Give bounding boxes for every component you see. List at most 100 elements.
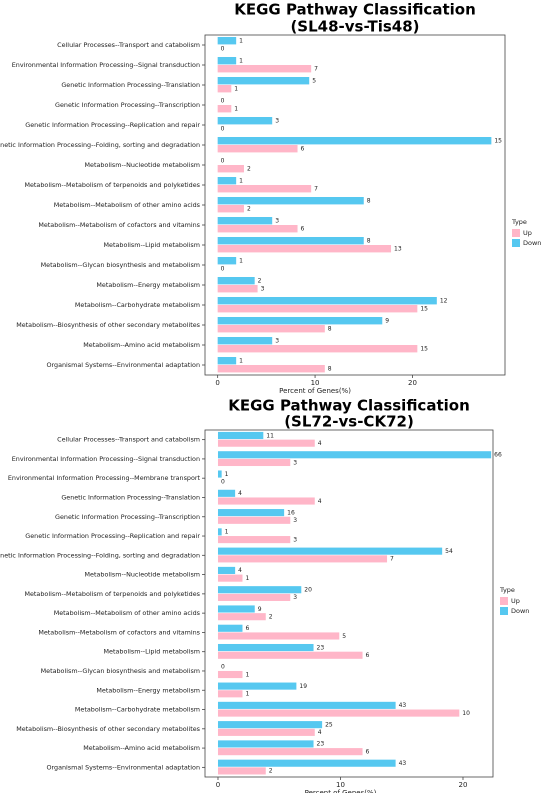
bar-count-label: 1 xyxy=(234,86,238,93)
bar xyxy=(217,759,396,767)
bar xyxy=(217,555,388,563)
bar xyxy=(217,277,255,285)
bar xyxy=(217,205,244,213)
bar-count-label: 12 xyxy=(440,298,448,305)
bar xyxy=(217,497,315,505)
bar xyxy=(217,365,325,373)
y-tick-label: Metabolism--Nucleotide metabolism xyxy=(85,571,200,579)
bar-count-label: 11 xyxy=(266,432,274,439)
legend-swatch xyxy=(512,239,520,247)
bar xyxy=(217,748,363,756)
y-tick-label: Metabolism--Energy metabolism xyxy=(96,281,200,289)
bar-count-label: 5 xyxy=(312,78,316,85)
bar-count-label: 9 xyxy=(385,318,389,325)
bar-count-label: 15 xyxy=(420,306,428,313)
bar xyxy=(217,245,392,253)
bar xyxy=(217,217,273,225)
y-tick-label: Metabolism--Nucleotide metabolism xyxy=(85,161,200,169)
bar-count-label: 2 xyxy=(269,613,273,620)
bar-count-label: 10 xyxy=(462,710,470,717)
bar-count-label: 6 xyxy=(366,652,370,659)
bar xyxy=(217,767,266,775)
legend-swatch xyxy=(500,607,508,615)
y-tick-label: Cellular Processes--Transport and catabo… xyxy=(57,41,200,49)
y-tick-label: Environmental Information Processing--Me… xyxy=(8,474,201,482)
bar-count-label: 43 xyxy=(399,702,407,709)
y-tick-label: Genetic Information Processing--Transcri… xyxy=(55,101,200,109)
y-tick-label: Metabolism--Amino acid metabolism xyxy=(83,341,200,349)
y-tick-label: Metabolism--Metabolism of cofactors and … xyxy=(38,628,200,636)
bar-count-label: 7 xyxy=(314,186,318,193)
bar-count-label: 0 xyxy=(221,479,225,486)
bar xyxy=(217,177,237,185)
bar-count-label: 3 xyxy=(261,286,265,293)
bar xyxy=(217,357,237,365)
chart-title: KEGG Pathway Classification xyxy=(234,1,476,19)
bar xyxy=(217,690,243,698)
bar xyxy=(217,536,291,544)
y-tick-label: Cellular Processes--Transport and catabo… xyxy=(57,436,200,444)
y-tick-label: Metabolism--Metabolism of other amino ac… xyxy=(54,201,201,209)
bar-count-label: 1 xyxy=(245,691,249,698)
bar-count-label: 5 xyxy=(342,633,346,640)
legend-label: Up xyxy=(523,229,532,237)
y-tick-label: Genetic Information Processing--Translat… xyxy=(61,493,200,501)
bar xyxy=(217,566,236,574)
y-tick-label: Environmental Information Processing--Si… xyxy=(12,61,200,69)
bar xyxy=(217,345,418,353)
bar xyxy=(217,105,232,113)
bar-count-label: 0 xyxy=(221,126,225,133)
y-tick-label: Genetic Information Processing--Translat… xyxy=(61,81,200,89)
y-tick-label: Metabolism--Metabolism of terpenoids and… xyxy=(24,181,200,189)
bar xyxy=(217,547,443,555)
bar-count-label: 7 xyxy=(314,66,318,73)
bar xyxy=(217,137,492,145)
bar-count-label: 6 xyxy=(366,748,370,755)
bar-count-label: 23 xyxy=(317,741,325,748)
bar-count-label: 4 xyxy=(318,498,322,505)
bar xyxy=(217,185,312,193)
bar xyxy=(217,632,340,640)
bar-count-label: 3 xyxy=(293,594,297,601)
y-tick-label: Metabolism--Metabolism of cofactors and … xyxy=(38,221,200,229)
chart-title: KEGG Pathway Classification xyxy=(228,397,470,415)
bar-count-label: 0 xyxy=(221,266,225,273)
bar xyxy=(217,624,243,632)
y-tick-label: Metabolism--Lipid metabolism xyxy=(104,648,200,656)
y-tick-label: Metabolism--Biosynthesis of other second… xyxy=(16,725,200,733)
chart-subtitle: (SL48-vs-Tis48) xyxy=(290,18,419,36)
bar-count-label: 1 xyxy=(239,258,243,265)
bar-count-label: 1 xyxy=(225,471,229,478)
bar xyxy=(217,285,258,293)
bar xyxy=(217,709,460,717)
bar-count-label: 43 xyxy=(399,760,407,767)
bar-count-label: 9 xyxy=(258,606,262,613)
x-tick-label: 0 xyxy=(215,379,219,387)
y-tick-label: Metabolism--Carbohydrate metabolism xyxy=(75,706,200,714)
bar-count-label: 0 xyxy=(221,158,225,165)
bar xyxy=(217,325,325,333)
y-tick-label: Metabolism--Biosynthesis of other second… xyxy=(16,321,200,329)
bar xyxy=(217,439,315,447)
x-axis-label: Percent of Genes(%) xyxy=(279,387,351,395)
legend-label: Up xyxy=(511,597,520,605)
bar-count-label: 1 xyxy=(225,529,229,536)
chart-subtitle: (SL72-vs-CK72) xyxy=(284,413,414,431)
bar xyxy=(217,297,437,305)
y-tick-label: Genetic Information Processing--Folding,… xyxy=(0,551,200,559)
bar-count-label: 13 xyxy=(394,246,402,253)
x-tick-label: 20 xyxy=(459,781,468,789)
bar-count-label: 3 xyxy=(275,338,279,345)
bar xyxy=(217,728,315,736)
bar xyxy=(217,431,264,440)
bar xyxy=(217,593,291,601)
y-tick-label: Metabolism--Metabolism of terpenoids and… xyxy=(24,590,200,598)
bar xyxy=(217,197,364,205)
bar-count-label: 1 xyxy=(245,575,249,582)
bar xyxy=(217,165,244,173)
y-tick-label: Organismal Systems--Environmental adapta… xyxy=(46,361,200,369)
bar-count-label: 6 xyxy=(301,146,305,153)
bar xyxy=(217,305,418,313)
bar-count-label: 0 xyxy=(221,98,225,105)
